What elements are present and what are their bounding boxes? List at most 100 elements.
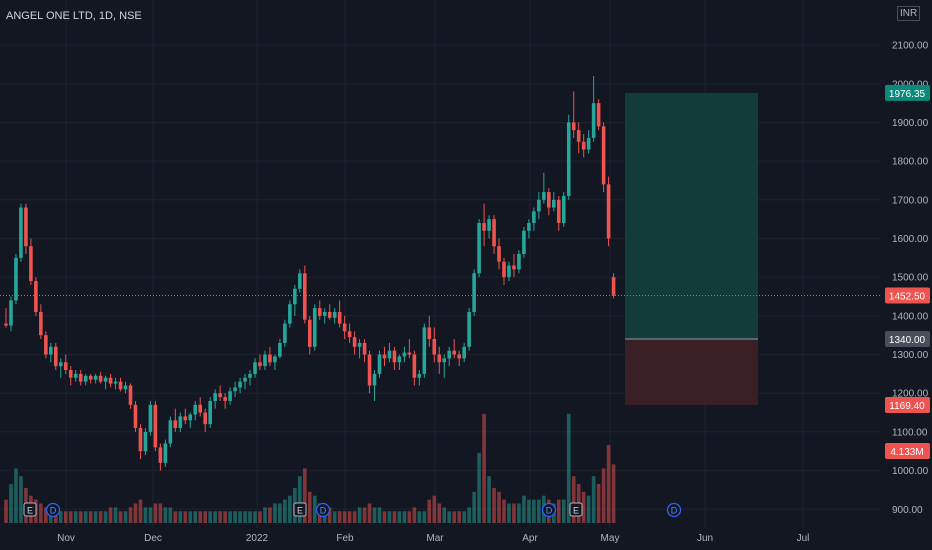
candle-body: [437, 354, 442, 363]
candle-body: [58, 362, 63, 367]
volume-bar: [427, 499, 432, 523]
price-axis[interactable]: 2100.00 2000.00 1900.00 1800.00 1700.00 1600.…: [892, 41, 929, 516]
volume-bar: [477, 452, 481, 523]
candle-body: [576, 130, 581, 142]
candle-body: [24, 207, 28, 247]
position-tool[interactable]: [625, 92, 758, 406]
candle-body: [452, 350, 456, 355]
price-tick-label: 1400.00: [892, 311, 929, 322]
volume-bar: [556, 499, 561, 523]
candle-body: [532, 211, 536, 224]
candle-body: [188, 414, 193, 421]
candle-body: [93, 375, 98, 380]
volume-bar: [392, 511, 397, 523]
profit-zone: [625, 92, 758, 340]
earnings-marker-label: E: [297, 506, 303, 516]
earnings-marker[interactable]: [569, 502, 583, 517]
volume-bar: [203, 511, 207, 523]
volume-bar: [382, 511, 387, 523]
candle-body: [606, 184, 611, 239]
dividend-marker[interactable]: [666, 502, 682, 518]
volume-bar: [303, 468, 307, 523]
candle-body: [248, 373, 252, 378]
volume-bar: [606, 445, 611, 523]
volume-bar: [168, 507, 173, 523]
candle-body: [596, 103, 601, 127]
volume-bar: [402, 511, 407, 523]
chart-title: ANGEL ONE LTD, 1D, NSE: [6, 10, 142, 22]
earnings-marker[interactable]: [293, 502, 307, 517]
candle-body: [407, 352, 412, 355]
volume-bar: [367, 503, 372, 523]
candle-body: [44, 335, 48, 355]
candle-body: [377, 354, 382, 374]
candle-body: [14, 257, 18, 301]
candle-body: [213, 393, 217, 401]
volume-bar: [437, 503, 442, 523]
candle-body: [288, 304, 292, 324]
volume-bar: [357, 507, 362, 523]
candle-body: [522, 230, 526, 254]
candle-body: [243, 377, 247, 382]
volume-bar: [507, 503, 511, 523]
candle-body: [412, 354, 417, 378]
volume-bar: [213, 511, 217, 523]
volume-bar: [83, 511, 88, 523]
dividend-marker[interactable]: [315, 502, 331, 518]
candle-body: [571, 122, 576, 131]
candle-body: [417, 373, 422, 378]
candle-body: [29, 246, 33, 282]
candle-body: [447, 350, 452, 359]
candle-body: [83, 375, 88, 382]
loss-zone: [625, 339, 758, 406]
candle-body: [143, 431, 148, 452]
candle-body: [183, 416, 188, 421]
price-label-badge: [885, 331, 930, 348]
candle-body: [537, 199, 541, 212]
candle-body: [208, 400, 212, 425]
candle-body: [422, 327, 427, 374]
candle-body: [223, 397, 227, 401]
candle-body: [307, 319, 312, 347]
candle-body: [178, 416, 183, 429]
candle-body: [133, 404, 138, 429]
volume-bar: [342, 511, 347, 523]
dividend-marker[interactable]: [45, 502, 61, 518]
volume-bar: [497, 491, 501, 523]
volume-bar: [352, 511, 357, 523]
time-axis[interactable]: Nov Dec 2022 Feb Mar Apr May Jun Jul: [57, 533, 809, 544]
dividend-marker[interactable]: [541, 502, 557, 518]
price-tick-label: 1100.00: [892, 427, 928, 438]
volume-bar: [178, 511, 183, 523]
earnings-marker[interactable]: [23, 502, 37, 517]
candle-body: [153, 404, 158, 448]
candle-body: [98, 375, 103, 382]
volume-bar: [103, 511, 108, 523]
candle-body: [303, 273, 307, 320]
volume-bar: [571, 476, 576, 523]
candle-body: [552, 199, 556, 208]
candle-body: [402, 352, 407, 357]
volume-bar: [173, 511, 178, 523]
volume-bar: [238, 511, 242, 523]
candle-body: [547, 192, 551, 208]
volume-bar: [372, 507, 377, 523]
candle-body: [63, 362, 68, 371]
volume-bar: [9, 484, 13, 523]
candle-body: [566, 122, 571, 196]
volume-bar: [527, 499, 531, 523]
candle-body: [163, 443, 168, 463]
volume-bar: [39, 503, 43, 523]
price-tick-label: 2100.00: [892, 41, 929, 52]
candle-body: [148, 404, 153, 432]
candle-body: [337, 311, 342, 324]
candle-body: [9, 300, 13, 326]
currency-badge[interactable]: INR: [897, 6, 921, 21]
candle-body: [19, 207, 23, 258]
candle-body: [54, 346, 58, 367]
volume-bar: [68, 511, 73, 523]
volume-bar: [218, 511, 222, 523]
candle-body: [387, 350, 392, 359]
price-tick-label: 900.00: [892, 505, 923, 516]
